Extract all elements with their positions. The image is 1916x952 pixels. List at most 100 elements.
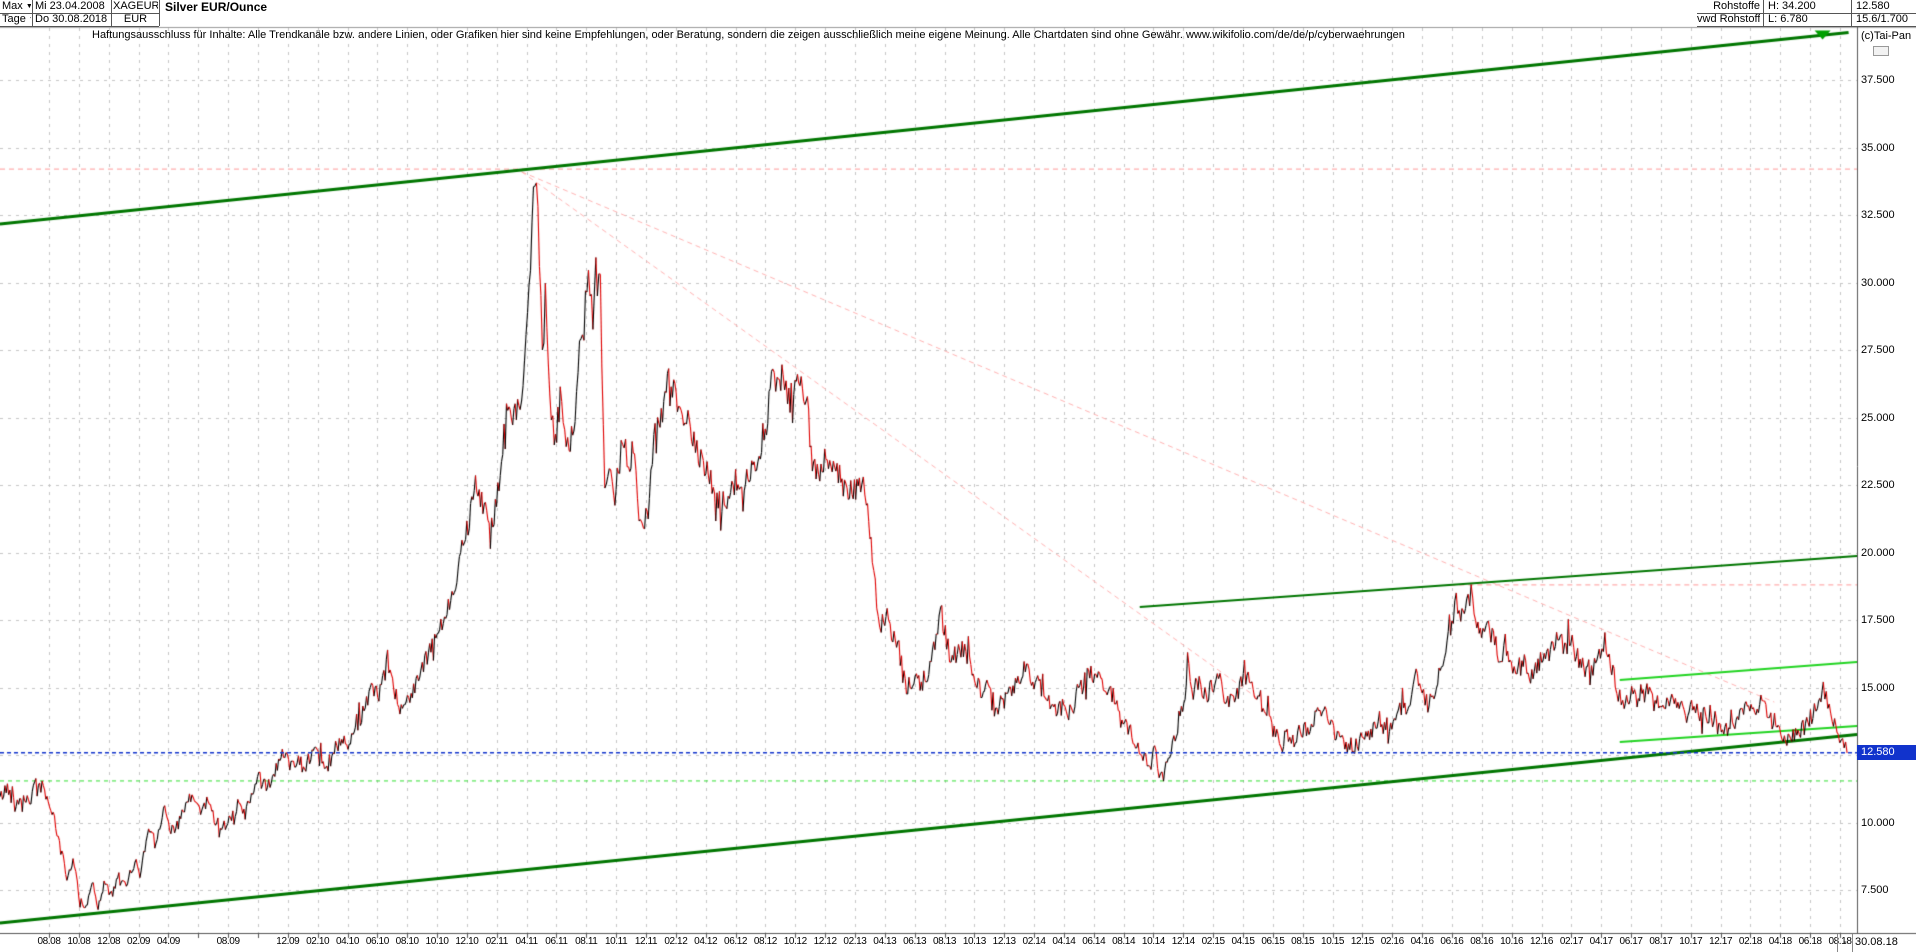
x-axis-label: 06.18 [1798,936,1822,947]
x-axis-label: 08.14 [1112,936,1136,947]
last-price-header: 12.580 [1856,0,1916,13]
x-axis-label: 10.08 [67,936,91,947]
range-dropdown-label: Max [2,0,23,12]
x-axis-label: 08.17 [1649,936,1673,947]
collapse-box-icon[interactable] [1873,46,1889,56]
x-axis-label: 02.09 [127,936,151,947]
x-axis-label: 10.13 [962,936,986,947]
x-axis-label: 04.13 [873,936,897,947]
x-axis-label: 12.17 [1709,936,1733,947]
x-axis-label: 12.09 [276,936,300,947]
x-axis-label: 04.18 [1768,936,1792,947]
x-axis-label: 06.12 [724,936,748,947]
range-dropdown[interactable]: Max ▼ [2,0,31,13]
header-divider [1697,26,1916,27]
y-axis-label: 10.000 [1861,816,1913,829]
x-axis-label: 02.18 [1738,936,1762,947]
x-axis-label: 04.16 [1410,936,1434,947]
y-axis-label: 37.500 [1861,74,1913,86]
x-axis-label: 06.14 [1082,936,1106,947]
x-axis-label: 10.14 [1141,936,1165,947]
chart-title: Silver EUR/Ounce [165,1,465,14]
x-axis-label: 12.10 [455,936,479,947]
axis-divider [1837,934,1838,952]
x-axis-label: 12.11 [634,936,658,947]
x-axis-label: 02.11 [485,936,509,947]
axis-divider [1852,934,1853,952]
x-axis-label: 06.16 [1440,936,1464,947]
low-value: L: 6.780 [1768,13,1848,26]
corner-date-cell: 30.08.18 [1855,936,1898,948]
last-price-badge: 12.580 [1857,745,1916,760]
x-axis-label: 12.14 [1171,936,1195,947]
x-axis-label: 10.17 [1679,936,1703,947]
x-axis-label: 04.09 [156,936,180,947]
x-axis-label: 08.08 [37,936,61,947]
y-axis-label: 15.000 [1861,681,1913,694]
header-divider [0,26,159,27]
period-dropdown-label: Tage [2,13,26,25]
x-axis-label: 02.16 [1380,936,1404,947]
end-date: Do 30.08.2018 [35,13,110,26]
x-axis-label: 08.10 [395,936,419,947]
x-axis-label: 10.12 [783,936,807,947]
x-axis-label: 06.17 [1619,936,1643,947]
x-axis-label: 04.10 [335,936,360,947]
header-divider [0,13,159,14]
x-axis-label: 02.17 [1559,936,1583,947]
x-axis-label: 12.12 [813,936,837,947]
y-axis-label: 20.000 [1861,546,1913,559]
x-axis-label: 02.14 [1022,936,1046,947]
period-dropdown[interactable]: Tage ▼ [2,13,31,26]
header-divider [1697,13,1916,14]
corner-dash-cell: - [1843,936,1847,948]
currency-code: EUR [113,13,158,26]
y-axis-label: 25.000 [1861,411,1913,424]
x-axis-label: 06.13 [903,936,927,947]
x-axis-label: 10.15 [1321,936,1345,947]
copyright-label: (c)Tai-Pan [1861,30,1912,42]
feed-name: Rohstoffe [1697,0,1760,13]
x-axis-label: 04.12 [694,936,718,947]
x-axis-label: 08.12 [753,936,777,947]
x-axis-label: 08.18 [1828,936,1852,947]
x-axis-label: 08.16 [1470,936,1494,947]
chevron-down-icon: ▼ [29,16,31,23]
x-axis-label: 02.13 [843,936,867,947]
chevron-down-icon: ▼ [25,3,31,10]
x-axis-label: 04.17 [1589,936,1613,947]
feed-provider: vwd Rohstoffe [1697,13,1760,26]
x-axis-label: 10.16 [1500,936,1524,947]
start-date: Mi 23.04.2008 [35,0,110,13]
high-value: H: 34.200 [1768,0,1848,13]
header-divider [159,0,160,26]
x-axis-label: 04.15 [1231,936,1255,947]
y-axis-label: 17.500 [1861,614,1913,626]
x-axis-label: 04.14 [1052,936,1076,947]
x-axis-label: 06.15 [1261,936,1285,947]
y-axis-label: 27.500 [1861,344,1913,356]
y-axis-label: 22.500 [1861,479,1913,491]
x-axis-label: 06.11 [545,936,568,947]
x-axis-label: 06.10 [365,936,389,947]
x-axis-label: 10.11 [604,936,628,947]
x-axis-label: 02.10 [306,936,330,947]
y-axis-label: 35.000 [1861,141,1913,154]
y-axis-label: 7.500 [1861,884,1913,896]
y-axis-label: 30.000 [1861,276,1913,289]
x-axis-label: 12.08 [97,936,121,947]
x-axis-label: 08.11 [575,936,598,947]
x-axis-label: 12.13 [992,936,1016,947]
x-axis-label: 12.16 [1529,936,1554,947]
x-axis-label: 02.15 [1201,936,1225,947]
disclaimer-text: Haftungsausschluss für Inhalte: Alle Tre… [92,29,1405,41]
x-axis-label: 10.10 [425,936,449,947]
x-axis-label: 08.13 [932,936,957,947]
x-axis-label: 04.11 [515,936,538,947]
range-info: 15.6/1.700 [1856,13,1916,26]
x-axis-label: 08.15 [1291,936,1315,947]
x-axis-label: 02.12 [664,936,688,947]
x-axis-label: 08.09 [216,936,240,947]
